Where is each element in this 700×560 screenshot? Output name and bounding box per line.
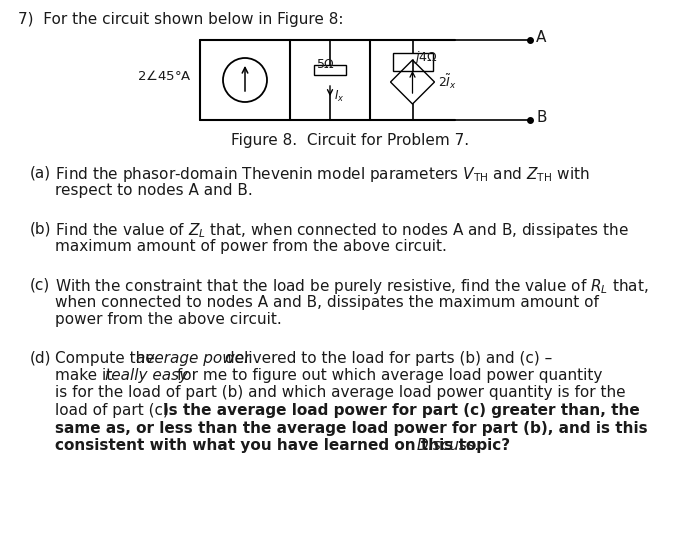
Text: With the constraint that the load be purely resistive, find the value of $R_L$ t: With the constraint that the load be pur… [55,277,648,296]
Text: same as, or less than the average load power for part (b), and is this: same as, or less than the average load p… [55,421,648,436]
Text: Find the phasor-domain Thevenin model parameters $V_{\mathrm{TH}}$ and $Z_{\math: Find the phasor-domain Thevenin model pa… [55,165,590,184]
Text: make it: make it [55,368,117,383]
Text: Compute the: Compute the [55,351,160,366]
Text: Is the average load power for part (c) greater than, the: Is the average load power for part (c) g… [163,403,640,418]
Text: (b): (b) [30,221,52,236]
Text: load of part (c).: load of part (c). [55,403,178,418]
Text: $I_x$: $I_x$ [334,89,344,104]
Text: is for the load of part (b) and which average load power quantity is for the: is for the load of part (b) and which av… [55,385,626,400]
Text: consistent with what you have learned on this topic?: consistent with what you have learned on… [55,438,510,453]
Text: $2\angle45°$A: $2\angle45°$A [137,69,192,83]
Text: $j4\Omega$: $j4\Omega$ [414,49,438,67]
Text: when connected to nodes A and B, dissipates the maximum amount of: when connected to nodes A and B, dissipa… [55,295,599,310]
Text: $2\tilde{I}_x$: $2\tilde{I}_x$ [438,73,458,91]
Text: (a): (a) [30,165,51,180]
Text: maximum amount of power from the above circuit.: maximum amount of power from the above c… [55,239,447,254]
Text: really easy: really easy [105,368,188,383]
Text: average power: average power [136,351,251,366]
Text: B: B [536,110,547,125]
Text: for me to figure out which average load power quantity: for me to figure out which average load … [172,368,603,383]
Text: Discuss.: Discuss. [412,438,480,453]
Text: respect to nodes A and B.: respect to nodes A and B. [55,183,253,198]
Text: $5\Omega$: $5\Omega$ [316,58,335,72]
Text: delivered to the load for parts (b) and (c) –: delivered to the load for parts (b) and … [220,351,552,366]
Text: 7)  For the circuit shown below in Figure 8:: 7) For the circuit shown below in Figure… [18,12,344,27]
Text: Figure 8.  Circuit for Problem 7.: Figure 8. Circuit for Problem 7. [231,133,469,148]
Text: Find the value of $Z_L$ that, when connected to nodes A and B, dissipates the: Find the value of $Z_L$ that, when conne… [55,221,629,240]
Text: A: A [536,30,547,45]
Text: power from the above circuit.: power from the above circuit. [55,312,281,327]
Text: (c): (c) [30,277,50,292]
Text: (d): (d) [30,351,52,366]
